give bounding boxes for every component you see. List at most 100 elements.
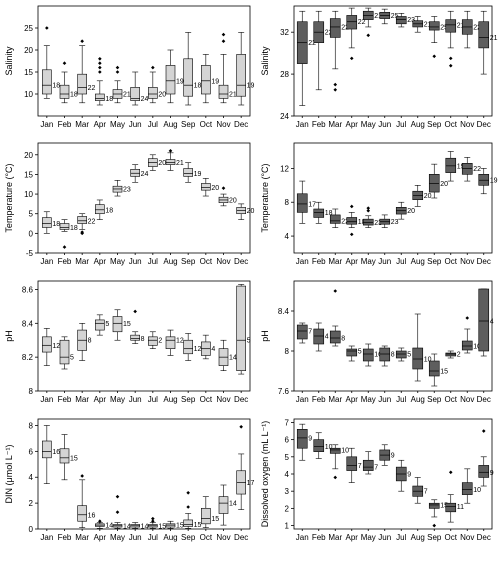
- sample-count-label: 18: [52, 221, 60, 228]
- iqr-box: [42, 217, 52, 228]
- y-tick-label: 10: [24, 190, 33, 199]
- x-tick-label: Apr: [346, 120, 359, 129]
- outlier-point: [186, 505, 190, 509]
- x-tick-label: Sep: [427, 395, 442, 404]
- y-tick-label: 8: [285, 347, 290, 356]
- sample-count-label: 15: [158, 523, 166, 530]
- box-jul: 20: [395, 201, 415, 220]
- iqr-box: [236, 54, 246, 97]
- y-axis-label: DIN (μmol L⁻¹): [4, 445, 14, 504]
- sample-count-label: 12: [176, 338, 184, 345]
- iqr-box: [296, 429, 308, 449]
- sample-count-label: 8: [391, 352, 395, 359]
- sample-count-label: 25: [391, 13, 399, 20]
- sample-count-label: 11: [457, 504, 464, 511]
- box-sep: 20: [428, 163, 448, 199]
- box-apr: 14: [95, 519, 113, 530]
- x-tick-label: May: [361, 120, 376, 129]
- x-tick-label: Feb: [312, 257, 326, 266]
- sample-count-label: 16: [374, 352, 382, 359]
- box-jun: 23: [379, 214, 399, 228]
- panel-frame: [37, 418, 251, 530]
- x-tick-label: May: [361, 395, 376, 404]
- x-tick-label: Jul: [148, 395, 158, 404]
- sample-count-label: 18: [358, 219, 366, 226]
- panel-frame: [37, 142, 251, 254]
- y-axis-label: pH: [4, 330, 14, 342]
- sample-count-label: 15: [123, 321, 131, 328]
- iqr-box: [329, 330, 341, 344]
- sample-count-label: 22: [341, 24, 349, 31]
- sample-count-label: 18: [325, 210, 333, 217]
- box-mar: 22: [329, 208, 349, 228]
- sample-count-label: 5: [407, 352, 411, 359]
- sample-count-label: 10: [424, 357, 432, 364]
- sample-count-label: 23: [123, 186, 131, 193]
- x-tick-label: Sep: [181, 120, 196, 129]
- box-jan: 18: [42, 211, 60, 234]
- sample-count-label: 18: [70, 92, 78, 99]
- x-tick-label: May: [110, 533, 125, 542]
- box-oct: 11: [445, 470, 464, 523]
- box-dec: 5: [236, 284, 251, 375]
- y-tick-label: 5: [29, 210, 34, 219]
- panel-frame: [293, 418, 493, 530]
- x-tick-label: Jan: [40, 533, 53, 542]
- iqr-box: [329, 214, 341, 224]
- y-axis-label: Dissolved oxygen (mL L⁻¹): [260, 421, 270, 527]
- x-tick-label: Oct: [445, 395, 458, 404]
- x-tick-label: Jan: [296, 395, 309, 404]
- iqr-box: [428, 21, 440, 31]
- sample-count-label: 18: [105, 207, 113, 214]
- sample-count-label: 4: [490, 319, 494, 326]
- sample-count-label: 19: [247, 83, 255, 90]
- iqr-box: [296, 193, 308, 213]
- sample-count-label: 20: [158, 92, 166, 99]
- outlier-point: [98, 61, 102, 65]
- outlier-point: [221, 39, 226, 43]
- box-nov: 22: [461, 10, 481, 49]
- outlier-point: [98, 70, 102, 74]
- outlier-point: [168, 149, 173, 153]
- iqr-box: [428, 502, 440, 509]
- sample-count-label: 21: [374, 13, 382, 20]
- x-tick-label: Oct: [200, 533, 213, 542]
- box-nov: 22: [461, 157, 481, 182]
- iqr-box: [461, 482, 473, 495]
- x-tick-label: Sep: [427, 120, 442, 129]
- iqr-box: [362, 459, 374, 471]
- sample-count-label: 7: [358, 463, 362, 470]
- panel-frame: [37, 280, 251, 392]
- outlier-point: [115, 70, 120, 74]
- sample-count-label: 16: [88, 512, 96, 519]
- iqr-box: [77, 216, 87, 224]
- x-tick-label: Nov: [216, 120, 230, 129]
- outlier-point: [115, 510, 120, 514]
- box-sep: 25: [428, 16, 448, 59]
- sample-count-label: 9: [391, 453, 395, 460]
- x-tick-label: May: [361, 533, 376, 542]
- box-mar: 22: [77, 213, 96, 236]
- y-tick-label: 5: [285, 453, 290, 462]
- iqr-box: [201, 65, 211, 95]
- box-dec: 20: [236, 203, 255, 220]
- y-tick-label: 2: [29, 499, 34, 508]
- x-tick-label: Jun: [129, 395, 142, 404]
- box-may: 23: [362, 206, 382, 228]
- iqr-box: [77, 505, 87, 522]
- iqr-box: [148, 336, 158, 346]
- iqr-box: [478, 174, 490, 186]
- box-aug: 21: [412, 16, 432, 33]
- box-dec: 9: [478, 429, 494, 487]
- iqr-box: [346, 348, 358, 357]
- iqr-box: [130, 334, 140, 341]
- iqr-box: [445, 19, 457, 33]
- sample-count-label: 8: [341, 336, 345, 343]
- sample-count-label: 19: [490, 178, 498, 185]
- iqr-box: [42, 440, 52, 459]
- x-tick-label: Oct: [200, 257, 213, 266]
- y-tick-label: 6: [285, 436, 290, 445]
- box-jul: 23: [395, 13, 415, 28]
- sample-count-label: 9: [490, 470, 494, 477]
- x-tick-label: Jan: [40, 395, 53, 404]
